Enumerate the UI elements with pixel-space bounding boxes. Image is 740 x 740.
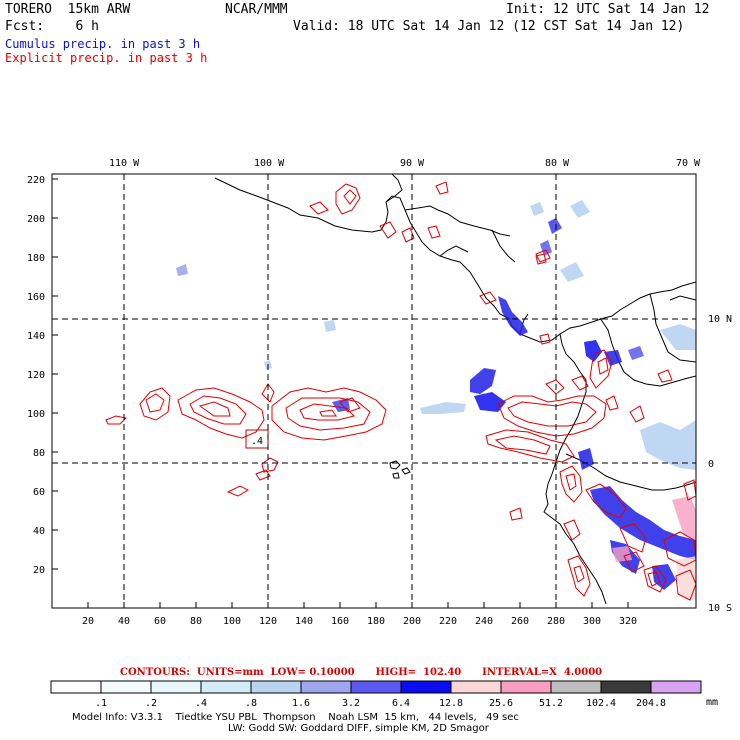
axis-labels: 110 W 100 W 90 W 80 W 70 W 10 N 0 10 S	[109, 158, 732, 614]
y-tick-label: 220	[27, 175, 45, 186]
y-tick-label: 180	[27, 253, 45, 264]
lon-label-90w: 90 W	[400, 158, 425, 169]
colorbar-label: .2	[145, 698, 157, 709]
colorbar-label: 1.6	[292, 698, 310, 709]
colorbar-swatch	[350, 680, 402, 694]
colorbar-label: 102.4	[586, 698, 616, 709]
cumulus-legend-label: Cumulus precip. in past 3 h	[5, 37, 201, 51]
colorbar-label: 51.2	[539, 698, 563, 709]
colorbar-label: .4	[195, 698, 207, 709]
lon-label-80w: 80 W	[545, 158, 570, 169]
explicit-precip-pink	[612, 496, 696, 600]
coastlines	[214, 174, 696, 605]
colorbar-swatch	[550, 680, 602, 694]
colorbar-label: 204.8	[636, 698, 666, 709]
colorbar-labels: .1 .2 .4 .8 1.6 3.2 6.4 12.8 25.6 51.2 102.4 204.8	[95, 698, 666, 709]
colorbar-label: 6.4	[392, 698, 410, 709]
x-tick-label: 300	[583, 616, 601, 627]
x-tick-label: 120	[259, 616, 277, 627]
valid-time: Valid: 18 UTC Sat 14 Jan 12 (12 CST Sat …	[293, 19, 685, 34]
x-tick-label: 320	[619, 616, 637, 627]
contour-box-label: .4	[251, 436, 263, 447]
x-tick-label: 200	[403, 616, 421, 627]
x-tick-label: 140	[295, 616, 313, 627]
y-tick-label: 60	[33, 487, 45, 498]
y-tick-label: 40	[33, 526, 45, 537]
colorbar-swatch	[600, 680, 652, 694]
cumulus-precip-fills	[332, 218, 696, 590]
y-tick-label: 120	[27, 370, 45, 381]
explicit-precip-contours	[105, 181, 696, 601]
init-time: Init: 12 UTC Sat 14 Jan 12	[506, 2, 710, 17]
lon-label-100w: 100 W	[254, 158, 285, 169]
colorbar-swatch	[150, 680, 202, 694]
x-tick-label: 220	[439, 616, 457, 627]
lat-label-10n: 10 N	[708, 314, 732, 325]
forecast-hour: Fcst: 6 h	[5, 19, 99, 34]
x-tick-label: 260	[511, 616, 529, 627]
axis-ticks	[52, 178, 629, 608]
lon-label-70w: 70 W	[676, 158, 701, 169]
map-content	[105, 174, 696, 605]
colorbar-swatch	[450, 680, 502, 694]
colorbar-swatch	[100, 680, 152, 694]
y-tick-label: 200	[27, 214, 45, 225]
colorbar-swatch	[200, 680, 252, 694]
cumulus-precip-light	[176, 200, 696, 470]
lat-label-eq: 0	[708, 459, 714, 470]
x-tick-label: 280	[547, 616, 565, 627]
explicit-legend-label: Explicit precip. in past 3 h	[5, 51, 208, 65]
x-tick-label: 40	[118, 616, 130, 627]
x-tick-label: 80	[190, 616, 202, 627]
x-tick-label: 240	[475, 616, 493, 627]
x-tick-label: 180	[367, 616, 385, 627]
colorbar-label: .1	[95, 698, 107, 709]
model-title: TORERO 15km ARW	[5, 2, 131, 17]
colorbar-label: .8	[245, 698, 257, 709]
colorbar-unit: mm	[706, 697, 718, 708]
colorbar-swatch	[250, 680, 302, 694]
x-tick-label: 60	[154, 616, 166, 627]
colorbar-label: 3.2	[342, 698, 360, 709]
lon-label-110w: 110 W	[109, 158, 140, 169]
org-label: NCAR/MMM	[225, 2, 288, 17]
y-tick-label: 20	[33, 565, 45, 576]
y-tick-labels: 20 40 60 80 100 120 140 160 180 200 220	[27, 175, 45, 576]
colorbar-swatch	[500, 680, 552, 694]
colorbar-swatch	[650, 680, 702, 694]
x-tick-label: 100	[223, 616, 241, 627]
y-tick-label: 100	[27, 409, 45, 420]
physics-info: LW: Godd SW: Goddard DIFF, simple KM, 2D…	[228, 723, 489, 734]
colorbar-swatch	[300, 680, 352, 694]
x-tick-labels: 20 40 60 80 100 120 140 160 180 200 220 240 260 280 30…	[82, 616, 637, 627]
x-tick-label: 20	[82, 616, 94, 627]
y-tick-label: 160	[27, 292, 45, 303]
y-tick-label: 80	[33, 448, 45, 459]
lat-label-10s: 10 S	[708, 603, 732, 614]
colorbar	[50, 680, 702, 694]
colorbar-swatch	[400, 680, 452, 694]
x-tick-label: 160	[331, 616, 349, 627]
model-info: Model Info: V3.3.1 Tiedtke YSU PBL Thomp…	[72, 712, 519, 723]
colorbar-swatch	[50, 680, 102, 694]
colorbar-label: 12.8	[439, 698, 463, 709]
contour-info: CONTOURS: UNITS=mm LOW= 0.10000 HIGH= 10…	[120, 667, 603, 678]
y-tick-label: 140	[27, 331, 45, 342]
graticule	[52, 174, 696, 608]
colorbar-label: 25.6	[489, 698, 513, 709]
map-frame	[51, 173, 697, 609]
